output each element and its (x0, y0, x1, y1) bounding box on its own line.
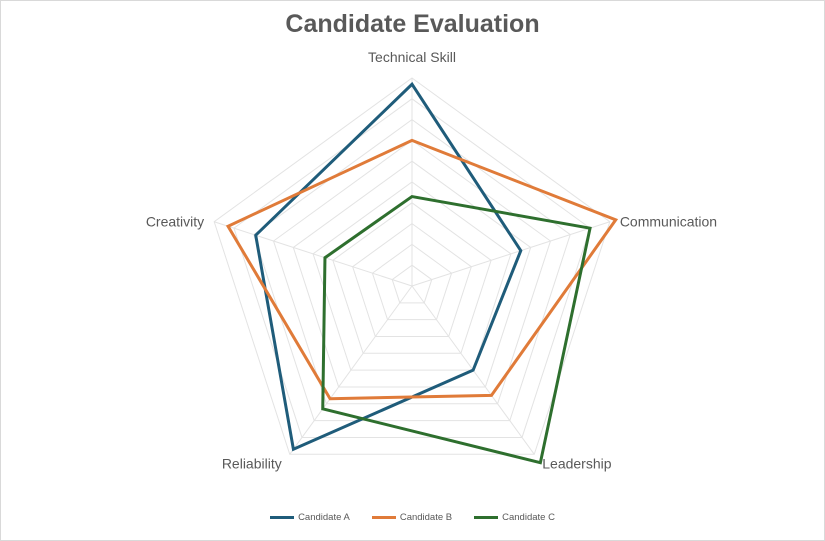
legend-label: Candidate C (502, 512, 555, 523)
legend-item-2: Candidate B (371, 512, 453, 523)
grid-ring-10 (213, 77, 611, 455)
grid-spoke-3 (289, 285, 413, 455)
series-line-1 (254, 81, 523, 452)
grid-ring-2 (371, 243, 453, 321)
axis-label-3: Reliability (222, 455, 282, 471)
grid-spoke-4 (214, 221, 413, 287)
legend-label: Candidate B (399, 512, 453, 523)
axis-label-2: Leadership (542, 455, 611, 471)
grid-spoke-1 (411, 221, 610, 287)
series-line-3 (321, 194, 592, 465)
radar-series (225, 81, 619, 465)
grid-ring-8 (253, 118, 571, 422)
grid-ring-3 (352, 222, 472, 337)
grid-ring-5 (312, 181, 512, 371)
legend-swatch (371, 516, 396, 519)
axis-label-1: Communication (620, 214, 717, 230)
grid-ring-1 (391, 264, 433, 304)
axis-label-0: Technical Skill (368, 49, 456, 65)
chart-legend: Candidate A Candidate B Candidate C (0, 512, 825, 523)
axis-labels: Technical Skill Communication Leadership Re… (146, 49, 717, 471)
axis-label-4: Creativity (146, 214, 204, 230)
legend-label: Candidate A (298, 512, 350, 523)
legend-item-3: Candidate C (474, 512, 555, 523)
series-line-2 (225, 138, 619, 401)
grid-ring-9 (233, 98, 591, 438)
grid-ring-4 (332, 202, 492, 354)
legend-swatch (270, 516, 295, 519)
grid-ring-7 (272, 139, 552, 405)
legend-swatch (474, 516, 499, 519)
chart-title: Candidate Evaluation (285, 10, 540, 38)
legend-item-1: Candidate A (270, 512, 350, 523)
